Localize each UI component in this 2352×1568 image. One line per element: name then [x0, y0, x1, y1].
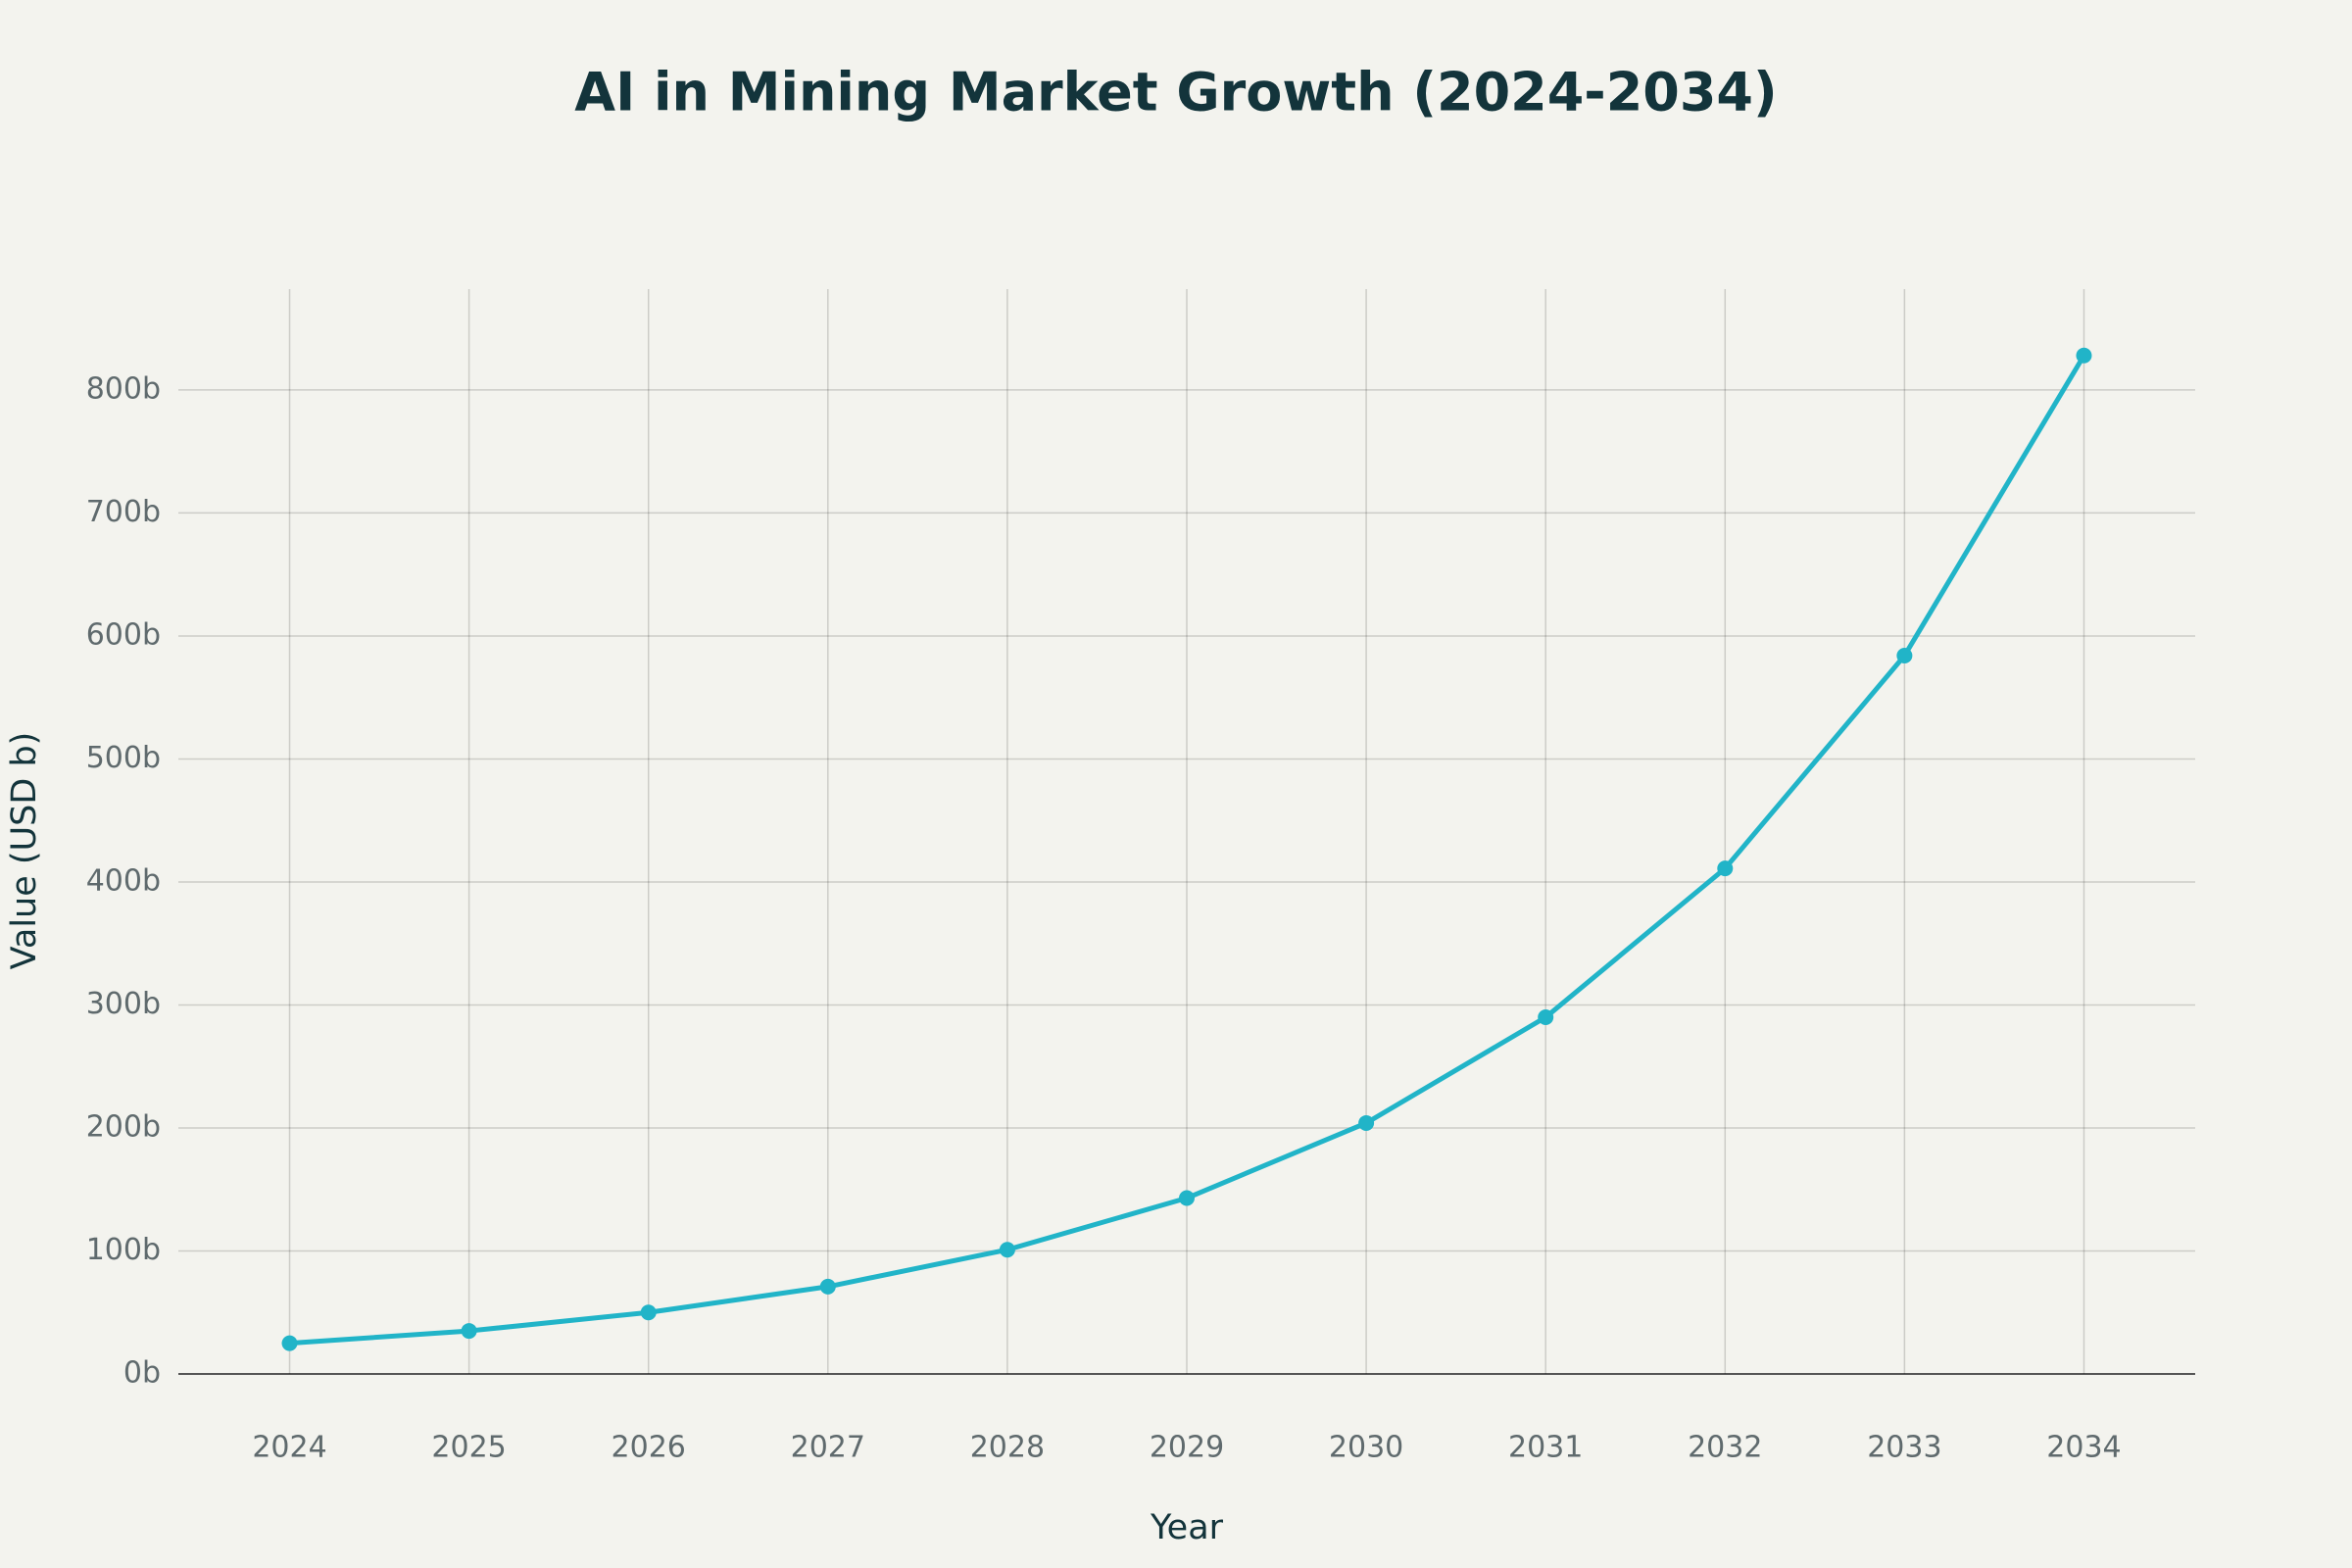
marker [999, 1242, 1015, 1258]
x-tick-label: 2025 [431, 1431, 506, 1465]
y-tick-label: 100b [86, 1233, 161, 1267]
y-tick-label: 800b [86, 371, 161, 406]
x-tick-label: 2026 [612, 1431, 686, 1465]
marker [1896, 648, 1913, 664]
y-axis-title: Value (USD b) [5, 732, 44, 970]
x-tick-label: 2031 [1508, 1431, 1583, 1465]
y-tick-label: 500b [86, 741, 161, 775]
x-tick-label: 2028 [970, 1431, 1045, 1465]
chart-title: AI in Mining Market Growth (2024-2034) [574, 62, 1777, 123]
y-tick-label: 700b [86, 495, 161, 529]
marker [281, 1335, 298, 1351]
x-tick-label: 2032 [1688, 1431, 1762, 1465]
marker [640, 1304, 657, 1321]
marker [2076, 347, 2092, 364]
y-tick-label: 300b [86, 987, 161, 1021]
x-tick-label: 2024 [252, 1431, 326, 1465]
marker [1538, 1009, 1554, 1026]
y-tick-label: 600b [86, 617, 161, 652]
y-tick-label: 400b [86, 863, 161, 898]
x-tick-label: 2030 [1329, 1431, 1403, 1465]
marker [461, 1323, 477, 1340]
marker [1179, 1190, 1195, 1206]
x-tick-label: 2034 [2046, 1431, 2121, 1465]
marker [1358, 1114, 1375, 1131]
x-tick-label: 2033 [1867, 1431, 1941, 1465]
marker [1717, 860, 1734, 877]
x-tick-label: 2029 [1150, 1431, 1224, 1465]
x-axis-title: Year [1150, 1508, 1224, 1547]
y-tick-label: 200b [86, 1109, 161, 1144]
marker [819, 1278, 836, 1295]
y-tick-label: 0b [123, 1356, 161, 1391]
x-tick-label: 2027 [791, 1431, 865, 1465]
